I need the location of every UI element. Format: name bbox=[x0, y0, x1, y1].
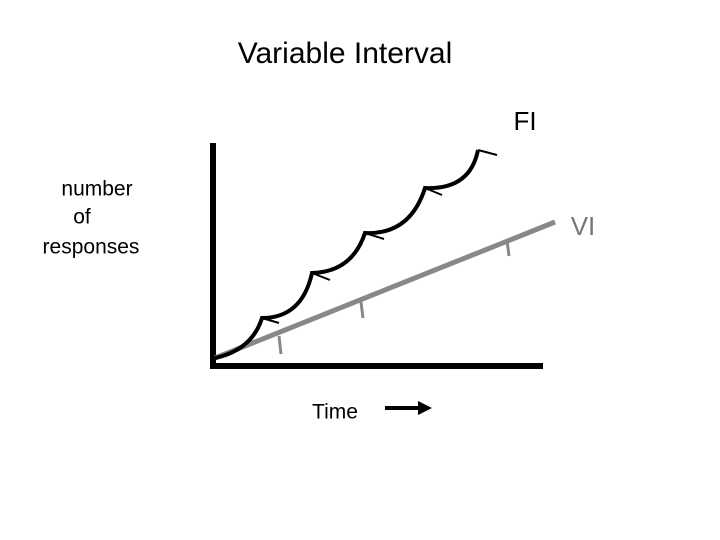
vi-label: VI bbox=[571, 211, 596, 241]
y-label: number bbox=[61, 178, 132, 201]
axes bbox=[210, 143, 543, 369]
title: Variable Interval bbox=[238, 37, 453, 70]
y-label: responses bbox=[43, 236, 140, 259]
x-label: Time bbox=[312, 401, 358, 424]
fi-curve bbox=[214, 149, 498, 360]
y-label: of bbox=[73, 206, 91, 229]
vi-curve bbox=[214, 219, 556, 361]
time-arrow bbox=[385, 401, 432, 415]
fi-label: FI bbox=[513, 106, 536, 136]
